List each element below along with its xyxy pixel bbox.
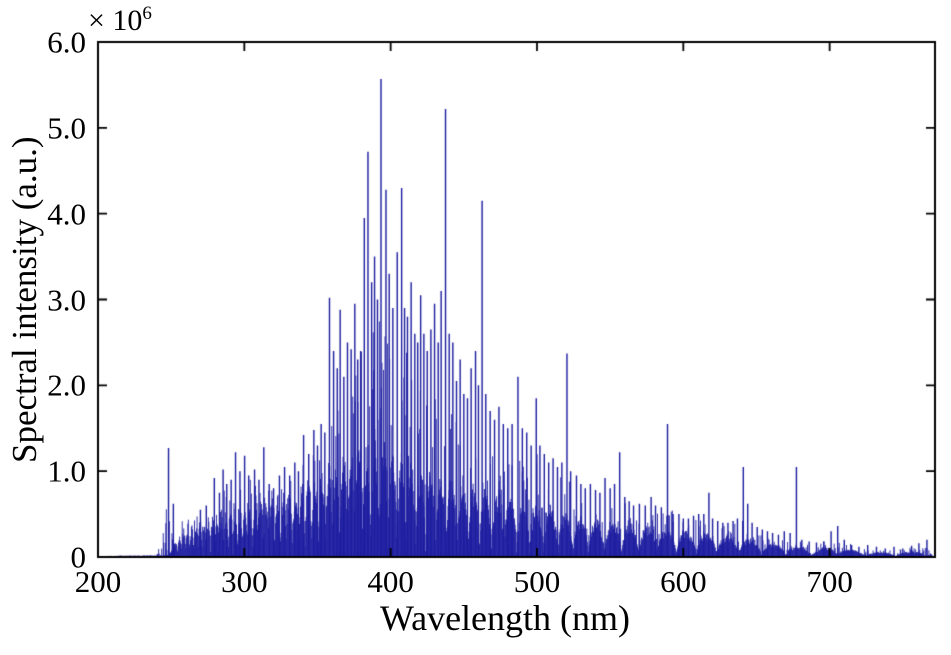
x-tick-label: 700 xyxy=(806,564,853,599)
x-axis-title: Wavelength (nm) xyxy=(379,598,631,638)
y-tick-label: 6.0 xyxy=(47,24,86,60)
y-tick-label: 1.0 xyxy=(47,453,86,489)
y-axis-multiplier: × 106 xyxy=(88,3,152,37)
x-tick-label: 600 xyxy=(660,564,707,599)
x-tick-label: 400 xyxy=(367,564,414,599)
x-tick-label: 500 xyxy=(513,564,561,599)
x-tick-label: 200 xyxy=(74,564,122,599)
y-tick-label: 5.0 xyxy=(47,110,86,146)
y-tick-label: 3.0 xyxy=(47,282,86,317)
y-tick-label: 0 xyxy=(70,539,87,575)
x-tick-label: 300 xyxy=(221,564,268,599)
y-tick-label: 4.0 xyxy=(47,196,86,232)
y-tick-label: 2.0 xyxy=(47,367,86,403)
y-axis-multiplier-base: × 10 xyxy=(88,4,143,37)
y-axis-multiplier-exponent: 6 xyxy=(142,3,152,24)
